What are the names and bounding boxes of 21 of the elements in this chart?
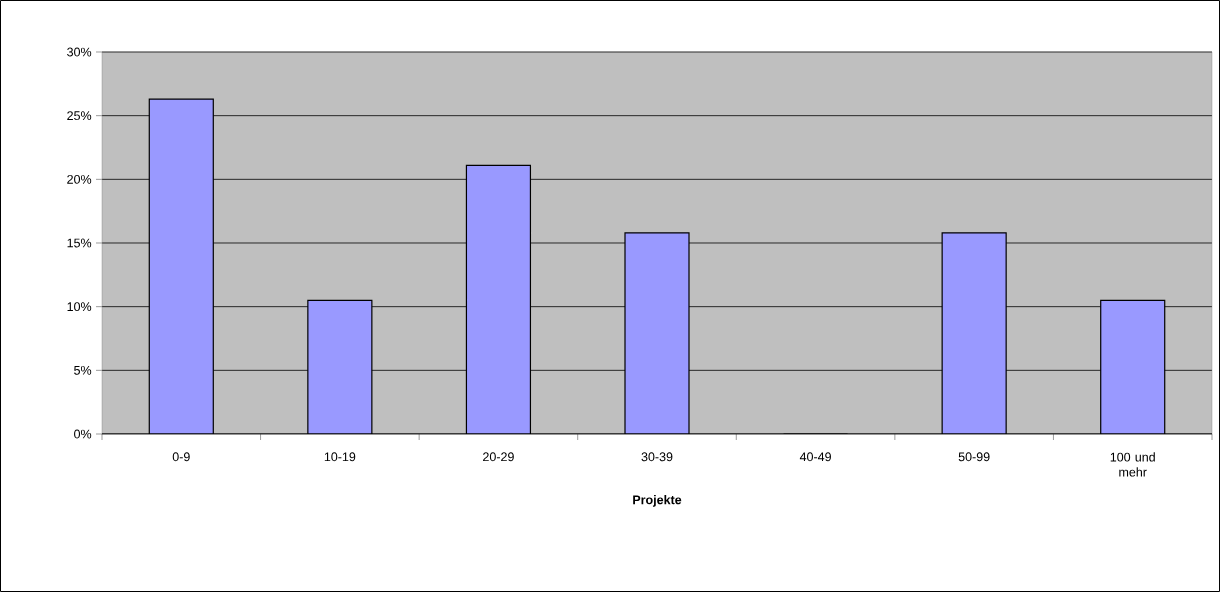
bar [148, 98, 214, 434]
x-tick-label: 30-39 [641, 452, 673, 462]
x-tick-label: 100 und mehr [1110, 452, 1155, 477]
bar [1100, 299, 1166, 434]
x-tick-label: 50-99 [958, 452, 990, 462]
y-tick-label: 0% [74, 429, 92, 439]
y-tick-label: 30% [67, 47, 92, 57]
y-tick-label: 15% [67, 238, 92, 248]
x-tick-label: 10-19 [324, 452, 356, 462]
y-tick-label: 5% [74, 365, 92, 375]
bar [941, 232, 1007, 434]
y-tick-label: 10% [67, 302, 92, 312]
x-axis-title: Projekte [633, 495, 682, 507]
x-tick-label: 0-9 [172, 452, 190, 462]
bar [307, 299, 373, 434]
y-tick-label: 25% [67, 111, 92, 121]
x-tick-label: 20-29 [483, 452, 514, 462]
x-tick-label: 40-49 [799, 452, 831, 462]
bar [465, 164, 532, 434]
y-tick-label: 20% [67, 174, 92, 184]
bar [624, 232, 690, 434]
